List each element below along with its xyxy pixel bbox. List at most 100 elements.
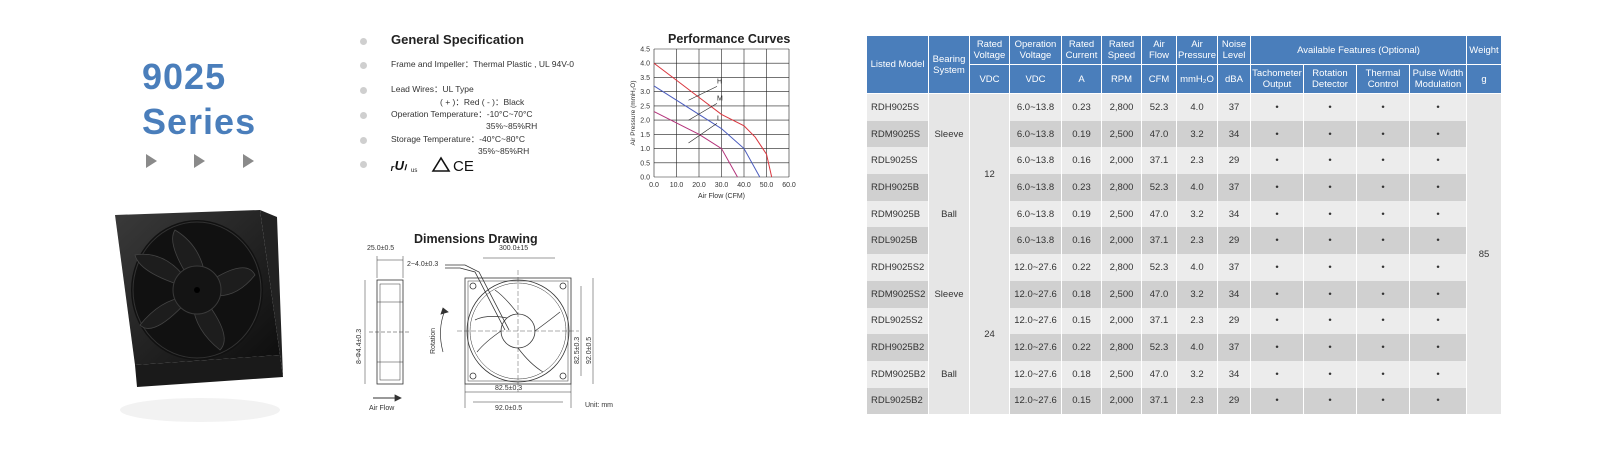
cell-rated-current: 0.23	[1061, 174, 1102, 201]
cell-rated-speed: 2,000	[1101, 227, 1142, 255]
bullet-icon	[360, 161, 367, 168]
table-row: RDL9025S2 12.0~27.6 0.15 2,000 37.1 2.3 29 • • • •	[866, 307, 1502, 335]
table-row: RDM9025S2 12.0~27.6 0.18 2,500 47.0 3.2 34 • • • •	[866, 280, 1502, 308]
dim-holes: 8-Φ4.4±0.3	[356, 329, 363, 364]
feature-dot: •	[1250, 280, 1304, 308]
cell-rated-speed: 2,500	[1101, 360, 1142, 388]
feature-dot: •	[1409, 147, 1467, 175]
cell-operation-voltage: 6.0~13.8	[1009, 147, 1062, 175]
unit-label: Unit: mm	[585, 402, 613, 409]
table-row: RDH9025S Sleeve 12 6.0~13.8 0.23 2,800 52.3 4.0…	[866, 93, 1502, 415]
fan-photo	[115, 210, 283, 422]
cell-rated-speed: 2,000	[1101, 147, 1142, 175]
feature-dot: •	[1356, 174, 1410, 201]
spec-title: General Specification	[391, 32, 524, 47]
cell-model: RDM9025S2	[866, 280, 929, 308]
unit-a: A	[1061, 64, 1102, 94]
bullet-icon	[360, 137, 367, 144]
cell-model: RDL9025S2	[866, 307, 929, 335]
dim-hole-spacing-v: 82.5±0.3	[574, 337, 581, 364]
cell-model: RDH9025B	[866, 174, 929, 201]
spec-storage-rh: 35%~85%RH	[478, 146, 530, 156]
cell-air-pressure: 3.2	[1176, 280, 1218, 308]
performance-chart: 0.0 0.5 1.0 1.5 2.0 2.5 3.0 3.5 4.0 4.5 0.0 10.0 20.…	[630, 47, 796, 201]
header-thermal-control: Thermal Control	[1356, 64, 1410, 94]
series-label-l: L	[717, 115, 721, 122]
cell-operation-voltage: 12.0~27.6	[1009, 254, 1062, 281]
dimensions-title: Dimensions Drawing	[414, 232, 538, 246]
header-rated-current: Rated Current	[1061, 35, 1102, 65]
cell-operation-voltage: 6.0~13.8	[1009, 174, 1062, 201]
cell-air-flow: 37.1	[1141, 307, 1177, 335]
feature-dot: •	[1250, 360, 1304, 388]
svg-text:us: us	[411, 168, 417, 174]
unit-g: g	[1466, 64, 1502, 94]
header-rotation-detector: Rotation Detector	[1303, 64, 1357, 94]
cell-model: RDM9025S	[866, 120, 929, 148]
series-number: 9025	[142, 56, 227, 97]
spec-operation-temp: Operation Temperature：-10°C~70°C	[391, 109, 533, 119]
svg-text:ᵣUₗ: ᵣUₗ	[390, 158, 408, 173]
y-tick-label: 3.5	[640, 75, 650, 82]
cell-air-pressure: 2.3	[1176, 227, 1218, 255]
x-tick-label: 0.0	[649, 182, 659, 189]
x-tick-label: 50.0	[760, 182, 774, 189]
cell-air-pressure: 4.0	[1176, 334, 1218, 361]
play-arrow-icon	[194, 154, 205, 168]
feature-dot: •	[1409, 200, 1467, 228]
feature-dot: •	[1250, 120, 1304, 148]
cell-noise-level: 34	[1217, 200, 1251, 228]
cell-noise-level: 37	[1217, 334, 1251, 361]
warning-triangle-icon	[431, 156, 451, 172]
y-tick-label: 0.5	[640, 160, 650, 167]
spec-operation-rh: 35%~85%RH	[486, 121, 538, 131]
dim-hole-spacing-h: 82.5±0.3	[495, 385, 522, 392]
x-tick-label: 20.0	[692, 182, 706, 189]
dim-flange: 2~4.0±0.3	[407, 261, 438, 268]
series-leader-l	[688, 123, 718, 144]
table-row: RDL9025S 6.0~13.8 0.16 2,000 37.1 2.3 29 • • • •	[866, 147, 1502, 175]
feature-dot: •	[1409, 307, 1467, 335]
cell-model: RDL9025S	[866, 147, 929, 175]
cell-air-flow: 47.0	[1141, 120, 1177, 148]
cell-rated-current: 0.22	[1061, 254, 1102, 281]
y-axis-label: Air Pressure (mmH₂O)	[630, 81, 637, 146]
header-air-flow: Air Flow	[1141, 35, 1177, 65]
cell-air-pressure: 4.0	[1176, 93, 1218, 121]
bullet-icon	[360, 62, 367, 69]
feature-dot: •	[1250, 387, 1304, 415]
dim-lead-length: 300.0±15	[499, 245, 528, 252]
series-line-h	[653, 62, 773, 178]
header-tachometer: Tachometer Output	[1250, 64, 1304, 94]
y-tick-label: 3.0	[640, 89, 650, 96]
airflow-label: Air Flow	[369, 405, 395, 412]
cell-air-flow: 52.3	[1141, 93, 1177, 121]
ul-logo-icon: ᵣUₗ us	[390, 158, 417, 174]
cell-operation-voltage: 6.0~13.8	[1009, 120, 1062, 148]
feature-dot: •	[1356, 254, 1410, 281]
rotation-label: Rotation	[430, 328, 437, 354]
spec-storage-temp: Storage Temperature：-40°C~80°C	[391, 134, 525, 144]
series-word: Series	[142, 101, 257, 142]
cell-bearing: Ball	[928, 174, 970, 255]
unit-vdc: VDC	[1009, 64, 1062, 94]
cell-rated-current: 0.16	[1061, 227, 1102, 255]
feature-dot: •	[1303, 280, 1357, 308]
cell-bearing: Sleeve	[928, 254, 970, 335]
header-rated-speed: Rated Speed	[1101, 35, 1142, 65]
cell-air-pressure: 2.3	[1176, 387, 1218, 415]
header-noise-level: Noise Level	[1217, 35, 1251, 65]
spec-lead-colors: ( + )：Red ( - )：Black	[440, 97, 525, 107]
cell-rated-speed: 2,800	[1101, 174, 1142, 201]
cell-rated-current: 0.15	[1061, 387, 1102, 415]
unit-vdc: VDC	[969, 64, 1010, 94]
cell-air-flow: 52.3	[1141, 334, 1177, 361]
cell-weight: 85	[1466, 93, 1502, 415]
feature-dot: •	[1250, 307, 1304, 335]
series-leader-m	[688, 103, 718, 121]
cell-noise-level: 29	[1217, 387, 1251, 415]
bullet-icon	[360, 87, 367, 94]
cell-air-flow: 47.0	[1141, 360, 1177, 388]
cell-model: RDH9025S2	[866, 254, 929, 281]
unit-cfm: CFM	[1141, 64, 1177, 94]
